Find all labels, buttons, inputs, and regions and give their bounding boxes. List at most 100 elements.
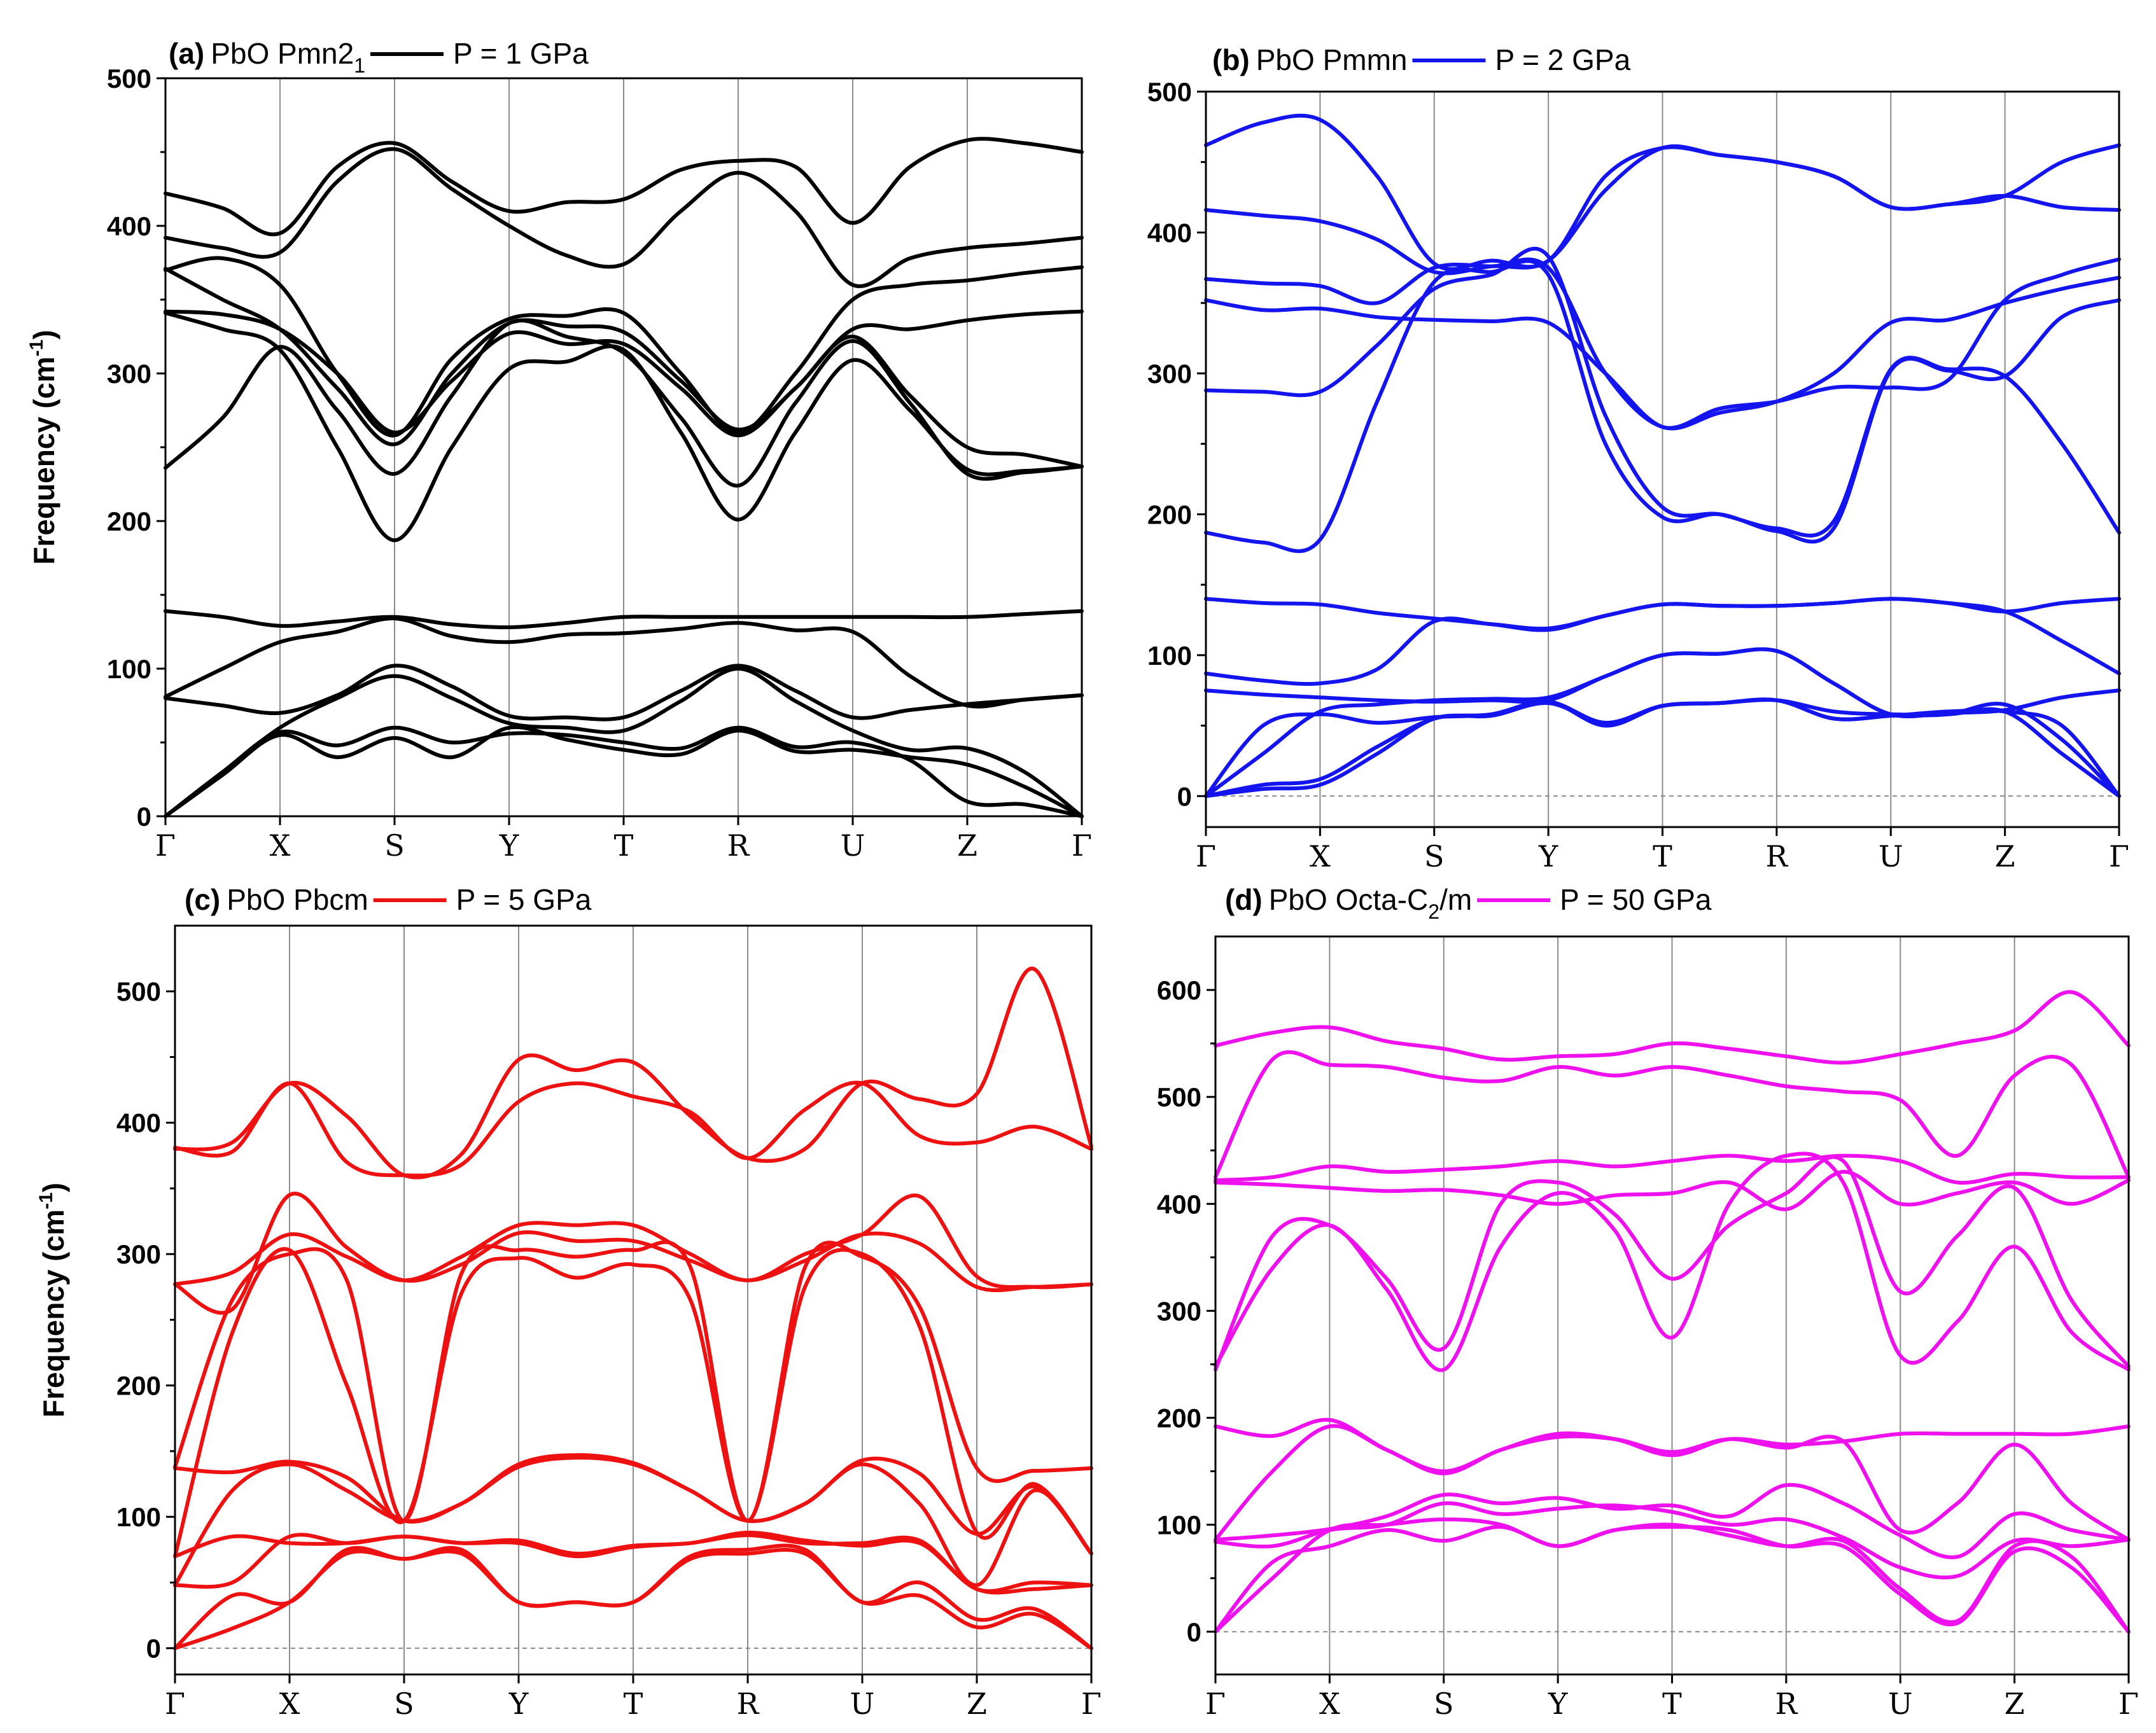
x-tick-label: R (737, 1687, 760, 1721)
panel-title: (d) PbO Octa-C2/m (1225, 883, 1472, 923)
panel-a: 0 100 200 300 400 500 Γ X S Y T R U Z Γ Frequency (cm-1… (26, 37, 1092, 863)
phonon-branch-5 (1204, 246, 2121, 538)
y-axis-label-sup: -1 (26, 340, 47, 357)
y-tick-label: 500 (107, 64, 151, 94)
y-tick-label: 0 (1187, 1617, 1201, 1647)
phonon-branch-3 (1214, 1153, 2131, 1185)
phonon-branch-1 (173, 966, 1093, 1180)
y-axis-label-end: ) (27, 330, 60, 339)
y-tick-label: 400 (1157, 1189, 1201, 1219)
y-tick-label: 400 (116, 1108, 161, 1138)
x-tick-label: R (727, 828, 750, 863)
phonon-branch-4 (1204, 275, 2121, 431)
y-tick-label: 200 (107, 506, 151, 536)
x-tick-label: T (624, 1687, 643, 1721)
y-tick-label: 200 (1147, 499, 1192, 529)
y-tick-label: 300 (107, 359, 151, 389)
y-tick-label: 500 (116, 977, 161, 1006)
x-tick-label: Y (1548, 1687, 1568, 1721)
phonon-branch-6 (1204, 259, 2121, 553)
phonon-branch-6 (1214, 1152, 2131, 1372)
y-tick-label: 0 (146, 1634, 161, 1664)
phonon-branch-2 (164, 147, 1084, 288)
phonon-branch-5 (1214, 1155, 2131, 1372)
panel-letter: (d) (1225, 883, 1263, 916)
legend-label: P = 2 GPa (1495, 43, 1630, 76)
x-tick-label: X (279, 1687, 300, 1721)
x-tick-label: U (1888, 1687, 1913, 1721)
x-tick-label: Γ (1081, 1687, 1102, 1721)
x-tick-label: U (841, 828, 865, 863)
y-tick-label: 0 (1177, 781, 1192, 811)
y-tick-label: 100 (116, 1502, 161, 1532)
y-tick-label: 400 (1147, 218, 1192, 247)
x-tick-label: X (1310, 839, 1331, 873)
x-tick-label: T (614, 828, 634, 863)
panel-d: 0 100 200 300 400 500 600 Γ X S Y T R U Z Γ (d) PbO Octa-… (1157, 883, 2139, 1721)
legend-label: P = 1 GPa (453, 37, 589, 70)
panel-title-text: PbO Octa-C (1269, 883, 1429, 916)
phonon-branch-1 (1214, 990, 2131, 1065)
legend-label: P = 50 GPa (1560, 883, 1712, 916)
phonon-branch-8 (1204, 597, 2121, 686)
y-tick-label: 100 (107, 654, 151, 684)
panel-letter: (a) (169, 37, 204, 70)
phonon-branch-13 (164, 725, 1084, 818)
phonon-branch-8 (173, 1456, 1093, 1587)
x-tick-label: Γ (2118, 1687, 2139, 1721)
x-tick-label: Z (967, 1687, 987, 1721)
phonon-branch-3 (173, 1194, 1093, 1290)
y-tick-label: 500 (1157, 1082, 1201, 1112)
phonon-branch-4 (1214, 1169, 2131, 1211)
x-tick-label: Γ (1205, 1687, 1226, 1721)
x-tick-label: X (270, 828, 291, 863)
phonon-branch-4 (164, 267, 1084, 447)
panel-title-subscript: 2 (1428, 900, 1439, 923)
phonon-branch-5 (164, 309, 1084, 469)
y-tick-label: 400 (107, 211, 151, 241)
panel-b: 0 100 200 300 400 500 Γ X S Y T R U Z Γ (b) PbO Pmmn P = … (1147, 43, 2129, 873)
x-tick-label: S (1424, 839, 1445, 873)
x-tick-label: Y (1538, 839, 1558, 873)
phonon-branch-12 (1214, 1524, 2131, 1634)
y-axis-label-main: Frequency (cm (37, 1209, 70, 1417)
phonon-branch-9 (1214, 1483, 2131, 1559)
y-tick-label: 100 (1147, 641, 1192, 671)
x-tick-label: Y (508, 1687, 529, 1721)
phonon-branch-13 (1204, 697, 2121, 798)
x-tick-label: T (1653, 839, 1672, 873)
y-axis-label-main: Frequency (cm (27, 356, 60, 564)
panel-letter: (b) (1212, 43, 1250, 76)
phonon-branch-6 (164, 318, 1084, 488)
phonon-branch-8 (164, 609, 1084, 630)
phonon-branch-11 (164, 667, 1084, 818)
x-tick-label: R (1775, 1687, 1798, 1721)
y-tick-label: 300 (1147, 359, 1192, 389)
y-axis-label-end: ) (37, 1183, 70, 1192)
x-tick-label: T (1662, 1687, 1682, 1721)
x-tick-label: S (384, 828, 405, 863)
phonon-branch-12 (173, 1548, 1093, 1650)
phonon-branch-10 (1214, 1501, 2131, 1580)
x-tick-label: Y (499, 828, 519, 863)
legend-label: P = 5 GPa (456, 883, 592, 916)
phonon-branch-2 (1204, 144, 2121, 275)
phonon-branch-10 (164, 664, 1084, 721)
phonon-branch-3 (164, 256, 1084, 438)
panel-title: (b) PbO Pmmn (1212, 43, 1407, 76)
x-tick-label: Γ (2109, 839, 2129, 873)
y-tick-label: 200 (1157, 1403, 1201, 1433)
x-tick-label: U (1879, 839, 1903, 873)
panel-title: (c) PbO Pbcm (185, 883, 368, 916)
phonon-branch-2 (1214, 1050, 2131, 1180)
panel-c: 0 100 200 300 400 500 Γ X S Y T R U Z Γ Frequency (cm-1… (36, 883, 1102, 1721)
panel-title-rest: /m (1439, 883, 1472, 916)
y-tick-label: 100 (1157, 1510, 1201, 1540)
x-tick-label: Z (957, 828, 977, 863)
panel-title-text: PbO Pmmn (1256, 43, 1408, 76)
phonon-branch-7 (164, 310, 1084, 543)
panel-title: (a) PbO Pmn21 (169, 37, 365, 77)
x-tick-label: Γ (1072, 828, 1092, 863)
phonon-branch-9 (164, 616, 1084, 709)
